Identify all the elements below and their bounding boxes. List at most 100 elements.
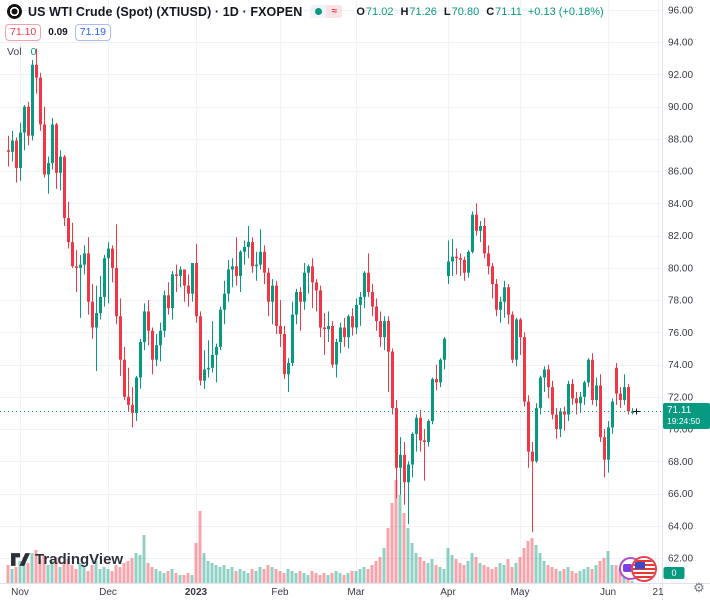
candle-body: [391, 351, 394, 409]
candle-body: [135, 377, 138, 413]
volume-badge-value: 0: [671, 568, 676, 578]
volume-bar: [170, 569, 174, 583]
volume-bar: [522, 548, 526, 583]
candle-body: [15, 140, 18, 168]
candle-body: [567, 383, 570, 415]
price-tick-label: 70.00: [668, 425, 693, 436]
price-tick-label: 66.00: [668, 489, 693, 500]
volume-bar: [594, 565, 598, 583]
instrument-logo-icon: [7, 4, 22, 19]
candle-body: [627, 387, 630, 412]
volume-bar: [582, 569, 586, 583]
candle-body: [43, 124, 46, 175]
volume-bar: [182, 575, 186, 583]
volume-bar: [22, 557, 26, 583]
volume-bar: [398, 495, 402, 583]
candle-body: [55, 124, 58, 173]
volume-bar: [142, 535, 146, 583]
candle-body: [307, 266, 310, 273]
candle-body: [183, 269, 186, 286]
spread-value: 0.09: [48, 27, 68, 38]
candle-body: [219, 309, 222, 347]
volume-bar: [442, 569, 446, 583]
us-flag-event-icon[interactable]: [631, 556, 657, 582]
volume-bar: [210, 563, 214, 583]
economic-event-flags[interactable]: [619, 555, 663, 583]
ask-price-button[interactable]: 71.19: [74, 24, 112, 41]
candle-body: [579, 396, 582, 404]
volume-bar: [450, 555, 454, 583]
volume-bar: [134, 553, 138, 583]
volume-bar: [362, 567, 366, 583]
candle-body: [139, 342, 142, 378]
candle-body: [79, 264, 82, 268]
volume-bar: [330, 573, 334, 583]
volume-bar: [154, 569, 158, 583]
candle-body: [375, 306, 378, 322]
volume-bar: [178, 575, 182, 583]
volume-legend-row: Vol 0: [7, 46, 36, 58]
chart-legend-row: US WTI Crude (Spot) (XTIUSD) · 1D · FXOP…: [7, 4, 604, 19]
volume-bar: [34, 550, 38, 583]
candle-body: [179, 269, 182, 276]
volume-bar: [346, 573, 350, 583]
volume-bar: [498, 563, 502, 583]
candle-body: [315, 282, 318, 291]
candle-body: [367, 272, 370, 293]
tradingview-watermark[interactable]: TradingView: [11, 551, 123, 568]
candle-body: [147, 311, 150, 331]
volume-bar: [282, 573, 286, 583]
volume-bar: [554, 569, 558, 583]
volume-bar: [578, 571, 582, 583]
candle-body: [331, 325, 334, 365]
volume-bar: [354, 571, 358, 583]
volume-bar: [102, 567, 106, 583]
price-tick-label: 90.00: [668, 102, 693, 113]
volume-bar: [42, 555, 46, 583]
volume-bar: [94, 561, 98, 583]
volume-bar: [606, 551, 610, 583]
candle-body: [155, 345, 158, 360]
candle-body: [107, 248, 110, 259]
volume-bars-layer: [6, 480, 634, 583]
price-axis[interactable]: 96.00 94.00 92.00 90.00 88.00 86.00 84.00 82.00…: [668, 6, 693, 565]
volume-bar: [194, 543, 198, 583]
price-tick-label: 64.00: [668, 521, 693, 532]
volume-bar: [410, 543, 414, 583]
candle-body: [583, 382, 586, 397]
bid-price-button[interactable]: 71.10: [5, 24, 42, 41]
candle-body: [267, 272, 270, 302]
volume-bar: [534, 545, 538, 583]
volume-bar: [430, 559, 434, 583]
time-tick-label: Apr: [440, 587, 456, 598]
volume-bar: [366, 569, 370, 583]
symbol-title[interactable]: US WTI Crude (Spot) (XTIUSD) · 1D · FXOP…: [28, 4, 303, 19]
delayed-data-icon[interactable]: ≈: [326, 5, 343, 18]
candle-body: [171, 274, 174, 309]
candle-body: [263, 251, 266, 273]
candle-body: [619, 393, 622, 401]
time-axis[interactable]: Nov Dec 2023 Feb Mar Apr May Jun 21: [11, 587, 664, 598]
candle-body: [591, 359, 594, 401]
time-tick-label: Dec: [99, 587, 117, 598]
market-status-pills[interactable]: ≈: [310, 5, 343, 18]
candle-body: [383, 321, 386, 338]
volume-bar: [322, 573, 326, 583]
candle-body: [111, 248, 114, 268]
price-tick-label: 82.00: [668, 231, 693, 242]
candle-body: [371, 292, 374, 307]
volume-indicator-label[interactable]: Vol: [7, 46, 22, 58]
candle-body: [455, 256, 458, 259]
volume-bar: [114, 565, 118, 583]
candle-body: [167, 295, 170, 309]
volume-bar: [270, 567, 274, 583]
candle-body: [443, 338, 446, 360]
candles-layer[interactable]: [7, 48, 634, 533]
close-label: C: [486, 5, 495, 18]
volume-bar: [474, 557, 478, 583]
volume-bar: [234, 571, 238, 583]
time-axis-settings-gear-icon[interactable]: ⚙: [693, 580, 705, 595]
market-open-dot-icon[interactable]: [310, 5, 327, 18]
volume-bar: [258, 567, 262, 583]
